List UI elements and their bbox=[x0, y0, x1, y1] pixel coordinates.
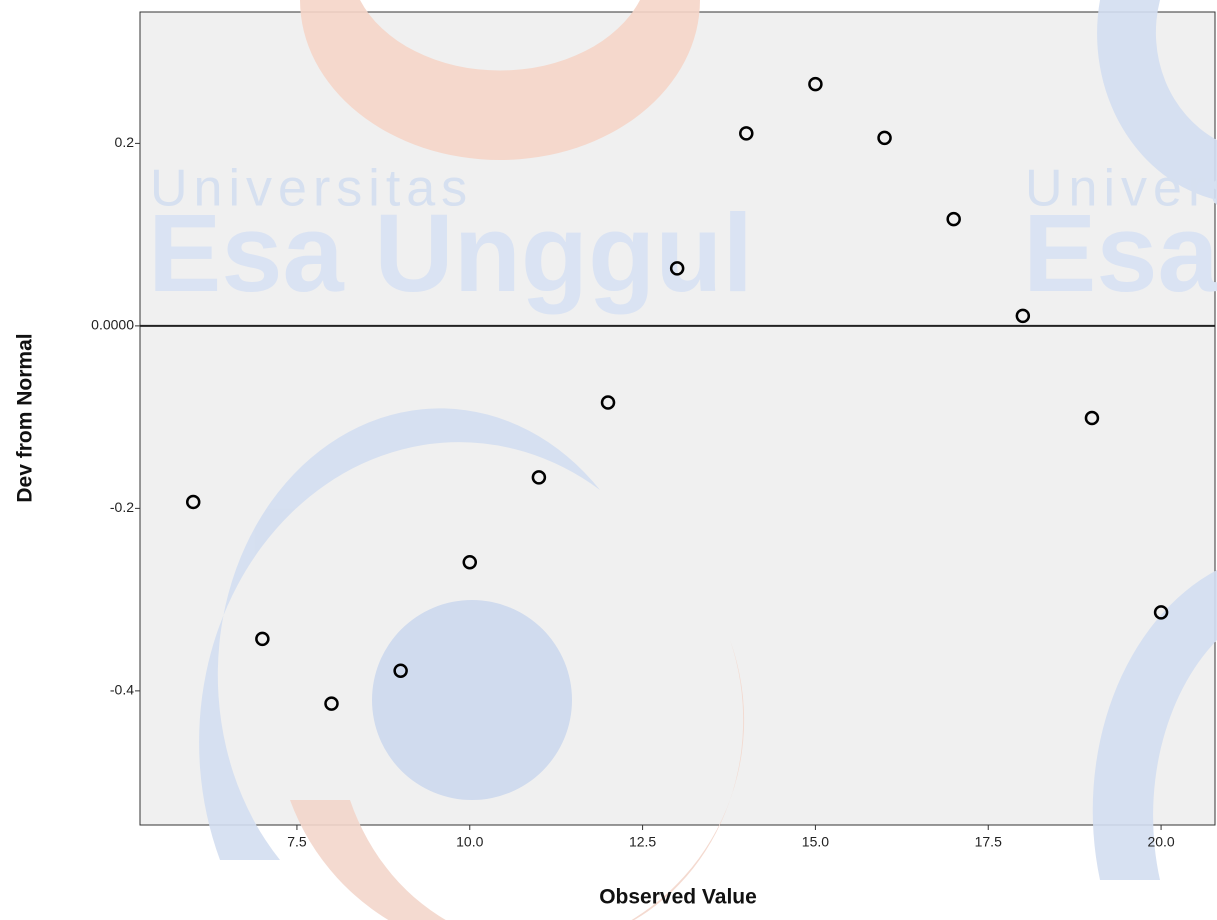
point bbox=[877, 130, 892, 146]
point bbox=[1084, 410, 1100, 426]
y-tick-label: 0.0000 bbox=[91, 317, 134, 333]
point bbox=[808, 76, 823, 92]
watermark-text: Universitas bbox=[1025, 160, 1217, 218]
y-axis-title: Dev from Normal bbox=[14, 333, 37, 502]
point bbox=[739, 126, 754, 141]
watermark bbox=[199, 0, 1217, 920]
point bbox=[324, 696, 339, 711]
watermark-arc bbox=[1092, 570, 1217, 880]
watermark-text: Universitas bbox=[150, 160, 473, 218]
point bbox=[185, 494, 201, 510]
x-tick-label: 7.5 bbox=[287, 834, 307, 850]
x-tick-label: 15.0 bbox=[802, 834, 829, 850]
watermark-text: Esa Unggul bbox=[148, 192, 753, 315]
point bbox=[669, 261, 685, 276]
watermark-arc bbox=[199, 408, 600, 860]
watermark-arc bbox=[300, 0, 700, 160]
x-tick-label: 20.0 bbox=[1147, 834, 1174, 850]
y-tick-label: 0.2 bbox=[115, 134, 135, 150]
point bbox=[1015, 308, 1031, 324]
watermark-arc bbox=[1097, 0, 1217, 200]
point bbox=[946, 211, 961, 227]
x-axis-title: Observed Value bbox=[599, 886, 757, 909]
point bbox=[600, 395, 616, 410]
watermark-ball bbox=[372, 600, 572, 800]
y-tick-label: -0.2 bbox=[110, 499, 134, 515]
point bbox=[462, 554, 478, 570]
x-tick-label: 17.5 bbox=[975, 834, 1002, 850]
x-tick-label: 12.5 bbox=[629, 834, 656, 850]
x-tick-label: 10.0 bbox=[456, 834, 483, 850]
point bbox=[1153, 605, 1169, 620]
watermark-text: Esa Unggul bbox=[1023, 192, 1217, 315]
point bbox=[255, 631, 270, 647]
plot-area bbox=[139, 11, 1216, 826]
point bbox=[531, 470, 547, 485]
point bbox=[393, 663, 408, 679]
y-tick-label: -0.4 bbox=[110, 682, 134, 698]
